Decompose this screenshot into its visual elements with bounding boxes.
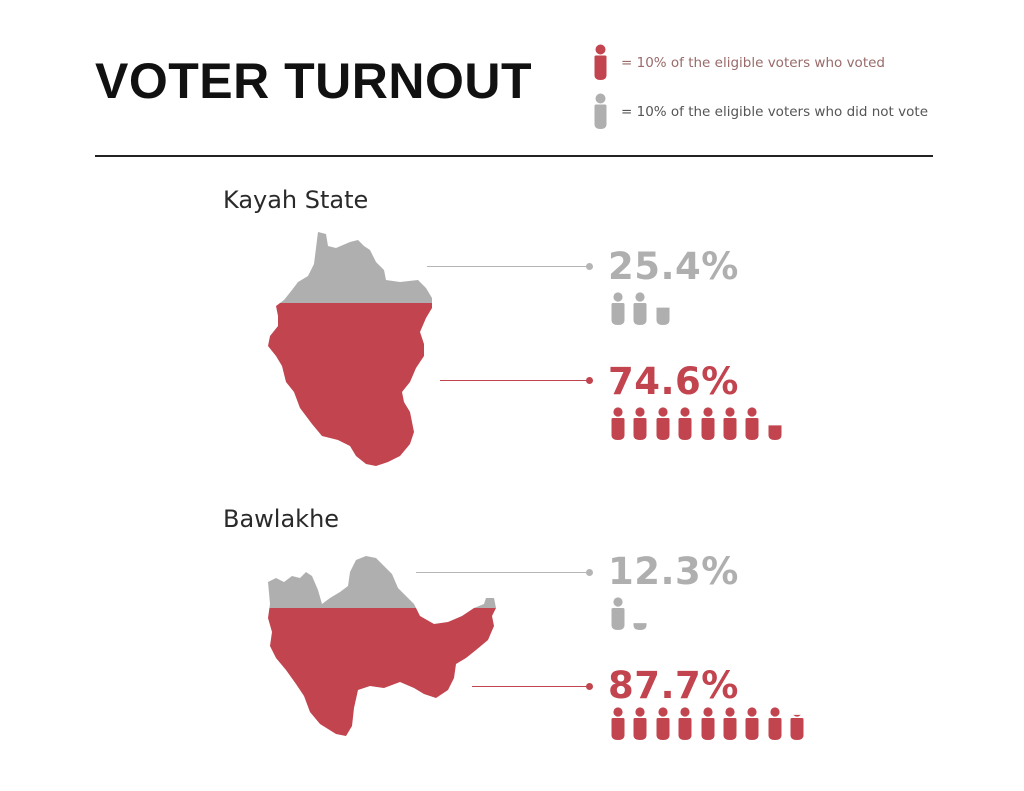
legend-not-voted: = 10% of the eligible voters who did not… bbox=[592, 93, 928, 131]
person-icon bbox=[678, 407, 692, 440]
person-icon bbox=[594, 93, 607, 129]
person-icon bbox=[611, 407, 625, 440]
connector-dot bbox=[586, 263, 593, 270]
person-icon bbox=[656, 407, 670, 440]
person-icon bbox=[611, 292, 625, 325]
person-icon bbox=[633, 407, 647, 440]
voted-percent: 74.6% bbox=[608, 360, 739, 403]
person-icon bbox=[633, 623, 647, 630]
person-icon bbox=[678, 707, 692, 740]
bawlakhe-not-voted-area bbox=[268, 556, 496, 608]
person-icon bbox=[633, 707, 647, 740]
legend-voted: = 10% of the eligible voters who voted bbox=[592, 44, 885, 82]
legend-not-voted-label: = 10% of the eligible voters who did not… bbox=[621, 104, 928, 120]
connector-dot bbox=[586, 377, 593, 384]
person-icon bbox=[701, 707, 715, 740]
region-title: Bawlakhe bbox=[223, 505, 340, 533]
voted-pictogram bbox=[608, 707, 810, 741]
bawlakhe-map bbox=[268, 556, 496, 736]
person-icon bbox=[611, 707, 625, 740]
region-title: Kayah State bbox=[223, 186, 369, 214]
connector-line bbox=[440, 377, 593, 384]
person-icon bbox=[656, 307, 670, 325]
voted-pictogram bbox=[608, 407, 787, 441]
kayah-state-map bbox=[268, 232, 432, 466]
connector-dot bbox=[586, 683, 593, 690]
person-icon bbox=[768, 707, 782, 740]
person-icon bbox=[633, 292, 647, 325]
header-divider bbox=[95, 155, 933, 157]
not-voted-pictogram bbox=[608, 292, 675, 326]
not-voted-percent: 25.4% bbox=[608, 245, 739, 288]
connector-line bbox=[416, 569, 593, 576]
connector-line bbox=[472, 683, 593, 690]
voted-percent: 87.7% bbox=[608, 664, 739, 707]
connector-dot bbox=[586, 569, 593, 576]
person-icon bbox=[723, 407, 737, 440]
person-icon bbox=[594, 44, 607, 80]
person-icon bbox=[790, 714, 804, 740]
person-icon bbox=[745, 707, 759, 740]
person-icon bbox=[723, 707, 737, 740]
page-title: VOTER TURNOUT bbox=[95, 53, 533, 109]
not-voted-percent: 12.3% bbox=[608, 550, 739, 593]
kayah-voted-area bbox=[268, 303, 432, 466]
connector-line bbox=[427, 263, 593, 270]
person-icon bbox=[611, 597, 625, 630]
kayah-not-voted-area bbox=[268, 232, 432, 303]
bawlakhe-voted-area bbox=[268, 608, 496, 736]
person-icon bbox=[701, 407, 715, 440]
not-voted-pictogram bbox=[608, 597, 653, 631]
person-icon bbox=[768, 425, 782, 440]
legend-voted-label: = 10% of the eligible voters who voted bbox=[621, 55, 885, 71]
person-icon bbox=[745, 407, 759, 440]
person-icon bbox=[656, 707, 670, 740]
